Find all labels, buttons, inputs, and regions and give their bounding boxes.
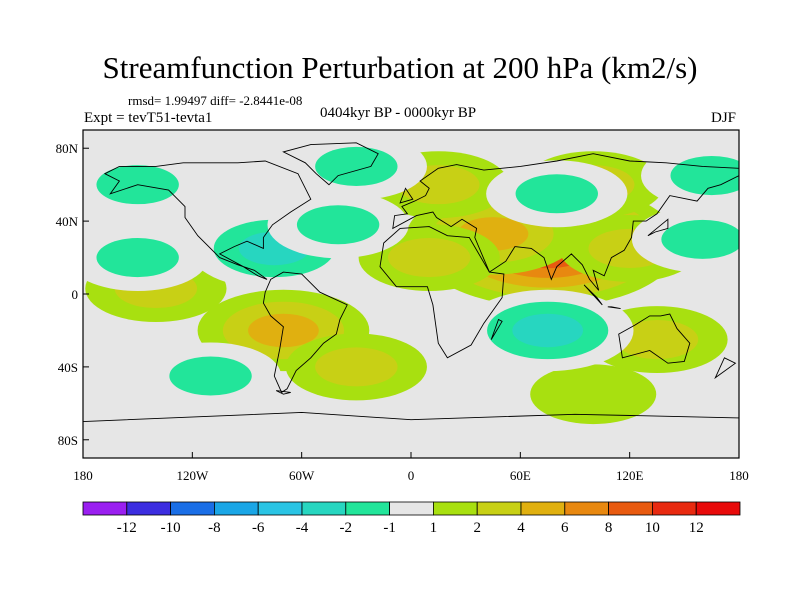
contour-level [530, 364, 657, 425]
plot-title: Streamfunction Perturbation at 200 hPa (… [102, 50, 698, 85]
x-tick-label: 120E [616, 468, 644, 483]
contour-feature [530, 364, 657, 425]
x-tick-label: 0 [408, 468, 415, 483]
colorbar-label: 2 [473, 520, 481, 536]
colorbar-label: 6 [561, 520, 569, 536]
axis-ticks: 180 120W 60W 0 60E 120E 180 80N 40N 0 40S 80S [56, 141, 749, 483]
contour-field [83, 132, 739, 425]
contour-feature [139, 342, 282, 410]
colorbar-swatch [126, 501, 172, 516]
colorbar-swatch [476, 501, 522, 516]
contour-level [315, 347, 398, 387]
y-tick-label: 80S [58, 433, 78, 448]
colorbar-label: 1 [430, 520, 438, 536]
colorbar-swatch [170, 501, 215, 516]
contour-level [515, 174, 598, 214]
contour-feature [461, 289, 634, 372]
coastline [83, 411, 739, 423]
coastline [618, 313, 691, 364]
colorbar-swatch [213, 501, 259, 516]
colorbar-swatch [695, 501, 741, 516]
colorbar-label: -12 [117, 520, 137, 536]
coastline [282, 142, 379, 186]
period-label: 0404kyr BP - 0000kyr BP [320, 105, 477, 121]
contour-level [315, 146, 398, 186]
contour-level [96, 238, 179, 278]
x-tick-label: 180 [729, 468, 749, 483]
colorbar-label: -2 [340, 520, 353, 536]
colorbar-swatch [301, 501, 347, 516]
rmsd-diff-label: rmsd= 1.99497 diff= -2.8441e-08 [128, 93, 303, 108]
colorbar-swatch [82, 501, 128, 516]
y-tick-label: 40S [58, 360, 78, 375]
contour-feature [486, 160, 628, 228]
colorbar-label: 8 [605, 520, 613, 536]
colorbar: -12 -10 -8 -6 -4 -2 -1 1 2 4 6 8 10 12 [82, 501, 741, 536]
x-tick-label: 60W [289, 468, 315, 483]
y-tick-label: 40N [56, 214, 79, 229]
contour-level [670, 156, 739, 196]
season-label: DJF [711, 110, 737, 126]
x-tick-label: 120W [176, 468, 209, 483]
colorbar-label: 4 [517, 520, 525, 536]
colorbar-swatch [652, 501, 697, 516]
contour-level [661, 219, 739, 259]
contour-feature [83, 224, 209, 292]
contour-level [512, 313, 584, 348]
coastline [399, 187, 414, 204]
contour-feature [641, 142, 739, 210]
colorbar-label: 12 [689, 520, 704, 536]
colorbar-label: -8 [208, 520, 221, 536]
colorbar-swatch [345, 501, 390, 516]
contour-level [169, 356, 252, 396]
contour-level [296, 205, 380, 245]
experiment-label: Expt = tevT51-tevta1 [84, 110, 213, 126]
coastline [647, 218, 669, 237]
contour-feature [631, 205, 739, 273]
coastlines [83, 142, 739, 423]
coastline [583, 284, 603, 306]
x-tick-label: 180 [73, 468, 93, 483]
x-tick-label: 60E [510, 468, 531, 483]
contour-feature [285, 333, 427, 401]
coastline [262, 271, 348, 394]
coastline [490, 318, 503, 340]
colorbar-label: 10 [645, 520, 660, 536]
colorbar-label: -4 [296, 520, 309, 536]
colorbar-swatch [432, 501, 478, 516]
contour-level [248, 313, 319, 348]
contour-level [388, 238, 471, 278]
coastline [392, 153, 739, 291]
y-tick-label: 0 [72, 287, 79, 302]
colorbar-swatch [564, 501, 609, 516]
colorbar-swatch [520, 501, 566, 516]
colorbar-label: -1 [383, 520, 396, 536]
y-tick-label: 80N [56, 141, 79, 156]
colorbar-label: -6 [252, 520, 265, 536]
colorbar-swatch [389, 501, 434, 516]
coastline [103, 160, 312, 280]
coastline [607, 306, 621, 310]
colorbar-label: -10 [161, 520, 181, 536]
colorbar-swatch [608, 501, 653, 516]
coastline [275, 390, 291, 395]
coastline [714, 357, 737, 380]
coastline [379, 226, 505, 359]
colorbar-swatch [257, 501, 303, 516]
contour-feature [267, 191, 409, 259]
